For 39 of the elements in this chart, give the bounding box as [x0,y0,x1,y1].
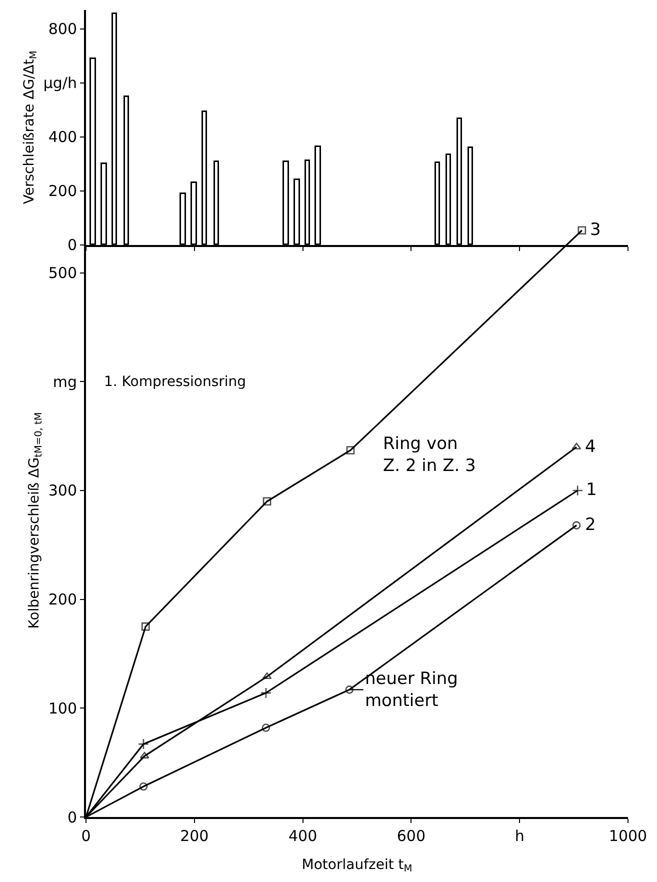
x-axis-title: Motorlaufzeit t$_{M}$ [302,856,412,875]
x-tick-label: 1000 [608,827,648,845]
series-label: 2 [585,515,596,535]
y-tick-label: 500 [48,264,77,282]
y-tick-label: 100 [48,699,77,718]
point [578,226,586,235]
x-tick-label: 200 [180,827,209,845]
y-tick-label: 400 [48,128,77,146]
y-tick-label: 800 [48,20,77,38]
x-tick-label: 0 [81,827,91,845]
point [262,672,272,680]
y-tick-label: 0 [67,236,77,254]
x-tick-label: h [514,827,524,845]
y-tick-label: 200 [48,590,77,609]
y-tick-label: 0 [67,808,77,826]
y-tick-label: μg/h [43,74,77,92]
point [140,752,150,758]
y-tick-label: mg [52,372,77,391]
point [260,687,272,698]
annotation: neuer Ring montiert [365,669,458,712]
point [572,521,581,530]
point [138,738,149,750]
point [345,686,354,694]
point [262,497,272,506]
point [262,724,270,732]
x-tick-label: 400 [288,827,318,845]
series-label: 1 [586,480,597,500]
series-label: 3 [590,220,601,240]
x-tick-label: 600 [396,827,426,845]
point [141,622,150,631]
series-label: 4 [585,437,596,457]
annotation: 1. Kompressionsring [104,374,246,390]
point [346,446,355,454]
y-tick-label: 200 [48,182,77,200]
point [572,442,582,450]
point [139,782,148,791]
point [572,484,584,496]
y-tick-label: 300 [48,482,77,500]
annotation: Ring von Z. 2 in Z. 3 [383,434,476,476]
